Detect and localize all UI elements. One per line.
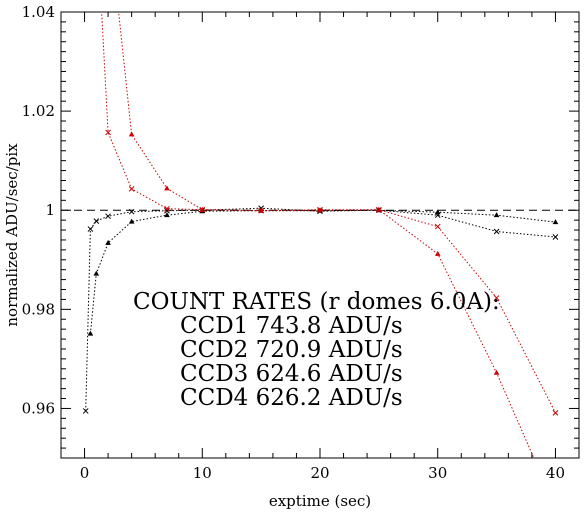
x-axis-label: exptime (sec) [269,492,371,510]
y-tick-label: 0.96 [22,399,55,417]
x-tick-label: 20 [310,464,329,482]
data-point [258,207,264,213]
data-point [164,205,170,212]
data-point [128,186,135,192]
count-rates-annotation: COUNT RATES (r domes 6.0A):CCD1 743.8 AD… [133,289,500,411]
data-point [105,239,111,245]
series-line [118,12,535,458]
annotation-line: CCD1 743.8 ADU/s [180,313,403,339]
data-point [493,369,500,375]
data-point [164,185,170,191]
data-point [82,408,89,414]
data-point [434,223,441,230]
data-point [317,207,323,213]
series-line [89,209,556,334]
data-point [199,206,206,212]
data-point [128,218,135,224]
annotation-line: CCD3 624.6 ADU/s [180,361,403,387]
series-layer [82,12,559,510]
data-point [128,131,135,137]
data-point [93,218,100,224]
x-tick-label: 10 [193,464,212,482]
data-point [434,209,441,215]
annotation-line: CCD4 626.2 ADU/s [180,385,403,411]
y-axis-label: normalized ADU/sec/pix [3,143,21,327]
data-point [376,206,382,212]
data-point [552,410,559,416]
data-point [87,226,94,232]
data-point [553,505,559,510]
data-point [552,219,559,225]
annotation-title: COUNT RATES (r domes 6.0A): [133,289,500,315]
y-tick-label: 1.02 [22,102,55,120]
data-point [93,270,100,276]
data-point [493,295,500,301]
x-tick-label: 40 [546,464,565,482]
data-point [105,213,111,220]
y-tick-label: 0.98 [22,300,55,318]
data-point [552,234,559,240]
data-point [493,228,500,235]
y-tick-label: 1.04 [22,3,55,21]
x-tick-label: 30 [428,464,447,482]
data-point [87,330,94,336]
data-point [493,212,500,218]
tick-labels: 0 10 20 30 40 0.96 0.98 1 1.02 1.04 [22,3,565,482]
annotation-line: CCD2 720.9 ADU/s [180,337,403,363]
y-tick-label: 1 [45,201,55,219]
x-tick-label: 0 [80,464,90,482]
data-point [434,250,441,256]
series-4 [118,12,559,510]
data-point [128,208,135,215]
data-point [164,212,170,218]
data-point [105,129,111,136]
